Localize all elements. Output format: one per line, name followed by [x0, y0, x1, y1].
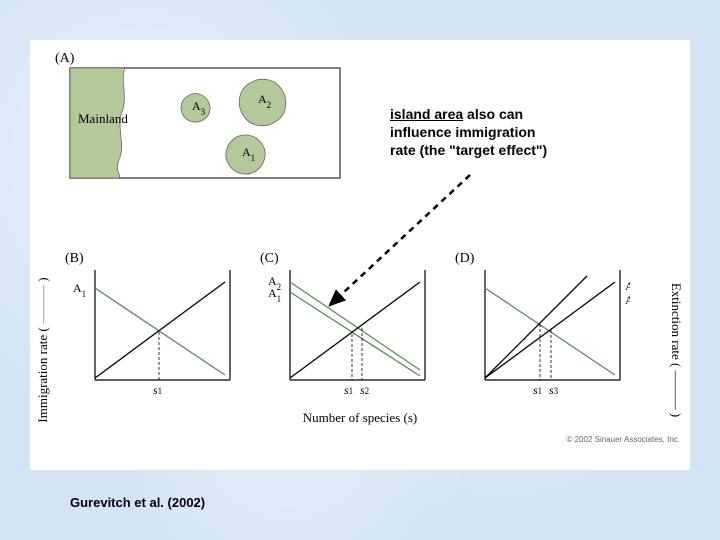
- svg-text:Immigration rate ( ——— ): Immigration rate ( ——— ): [35, 277, 50, 422]
- svg-text:s2: s2: [360, 383, 369, 397]
- svg-text:(C): (C): [260, 251, 279, 266]
- svg-text:(D): (D): [455, 251, 475, 266]
- x-axis-label: Number of species (s): [30, 410, 690, 426]
- svg-text:(B): (B): [65, 251, 84, 266]
- svg-text:s1: s1: [153, 383, 162, 397]
- svg-text:A1: A1: [73, 281, 86, 299]
- svg-text:Extinction rate ( ——— ): Extinction rate ( ——— ): [669, 283, 684, 417]
- citation-text: Gurevitch et al. (2002): [70, 495, 205, 510]
- annotation-text: island area also can influence immigrati…: [390, 105, 670, 160]
- panel-a-label: (A): [55, 51, 75, 66]
- copyright-text: © 2002 Sinauer Associates, Inc.: [566, 435, 680, 444]
- figure-container: (A) Mainland A3 A2 A1 island area also c…: [30, 40, 690, 470]
- svg-text:s3: s3: [549, 383, 559, 397]
- svg-text:s1: s1: [533, 383, 542, 397]
- svg-text:A3: A3: [625, 293, 630, 311]
- panel-d: (D) A1 A3 s1 s3: [455, 250, 630, 425]
- panel-b: (B) A1 s1: [65, 250, 240, 425]
- svg-text:s1: s1: [344, 383, 353, 397]
- mainland-label: Mainland: [78, 111, 128, 126]
- panel-c: (C) A2 A1 s1 s2: [260, 250, 435, 425]
- panel-a: (A) Mainland A3 A2 A1: [55, 50, 355, 190]
